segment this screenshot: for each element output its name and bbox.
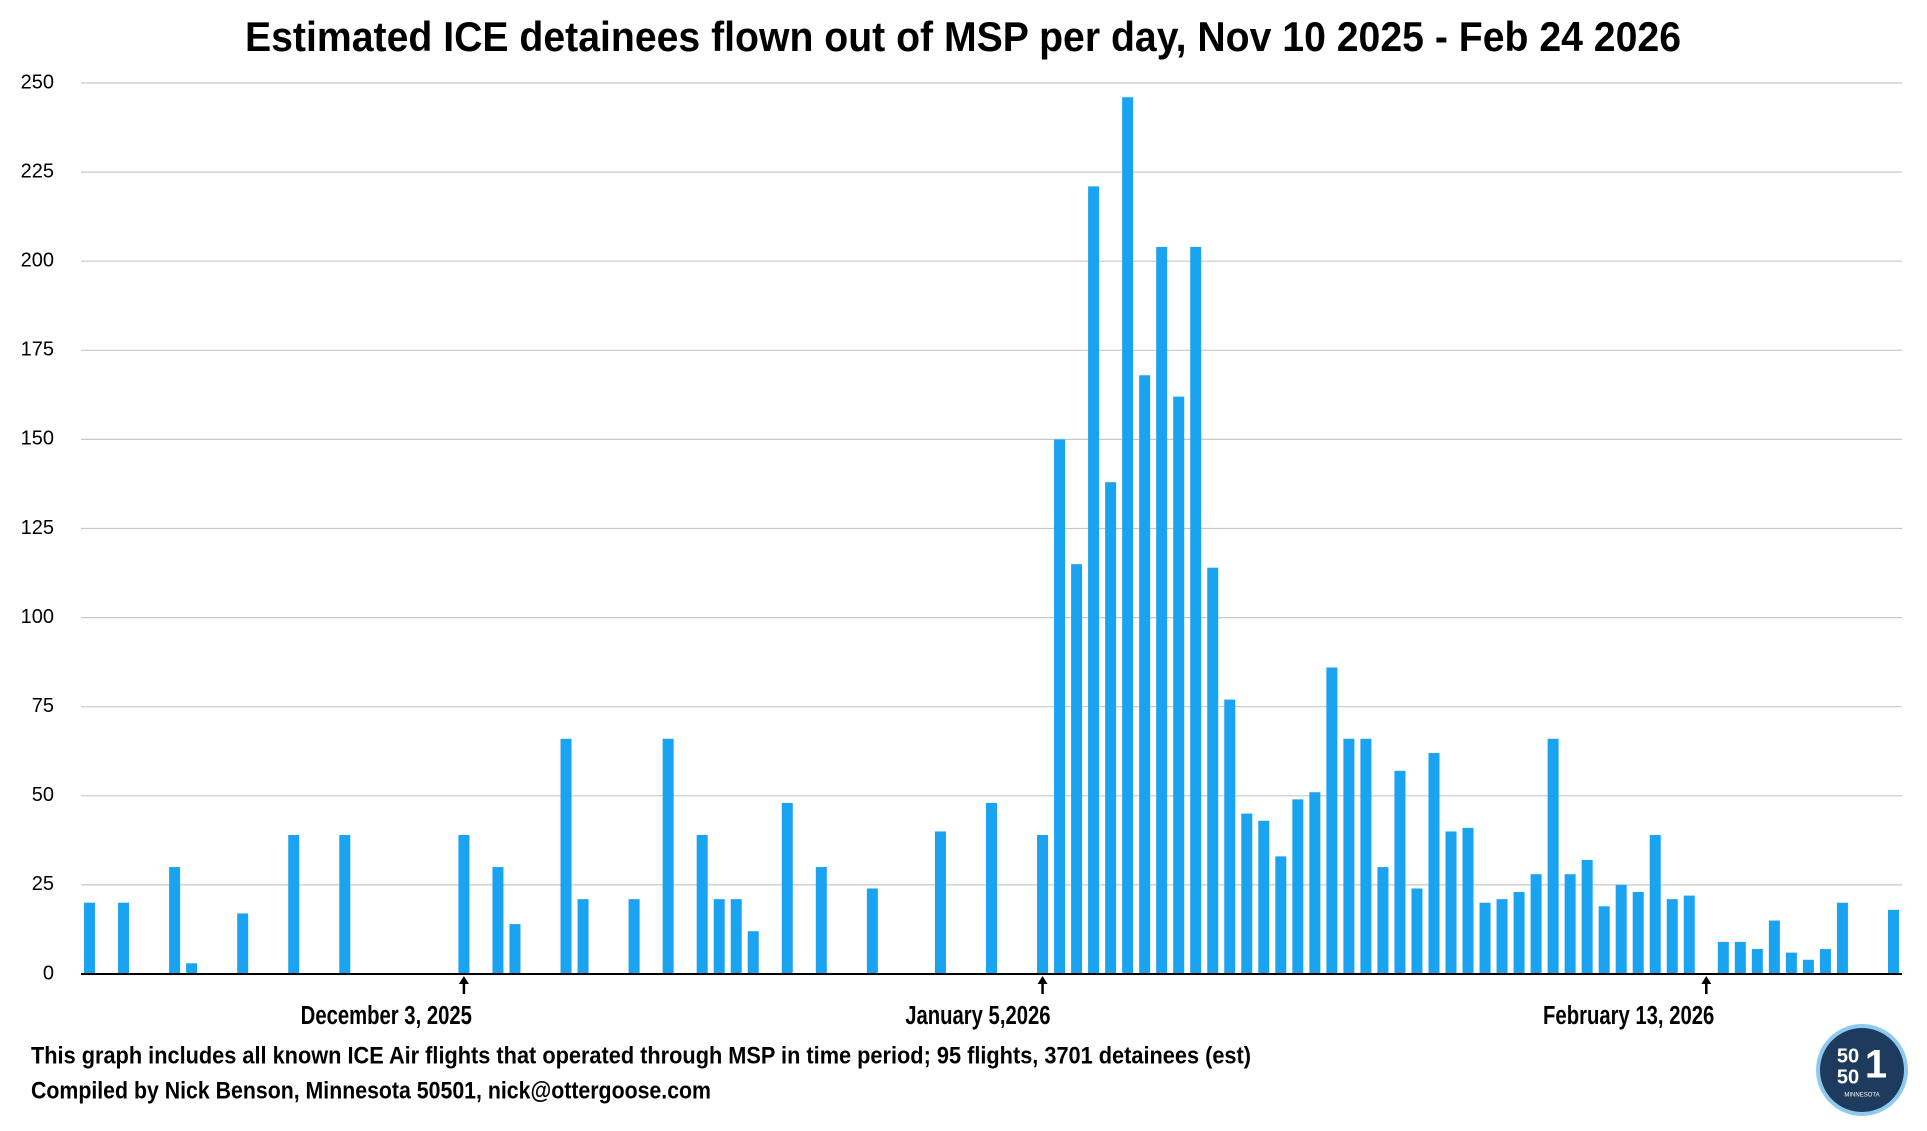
logo-text: MINNESOTA <box>1844 1093 1879 1099</box>
logo-text: 50 <box>1837 1066 1859 1088</box>
bar <box>237 913 249 974</box>
bar <box>1411 888 1423 974</box>
bar <box>1071 564 1083 974</box>
bar <box>986 802 997 974</box>
bar <box>1190 246 1202 975</box>
y-tick-label: 200 <box>21 249 54 271</box>
bar <box>1054 439 1066 974</box>
bar <box>662 738 674 974</box>
bar <box>1088 186 1100 974</box>
bar <box>458 835 470 974</box>
bar <box>1530 874 1542 974</box>
bar <box>1445 831 1457 974</box>
bar <box>628 899 640 974</box>
bar <box>1258 820 1270 974</box>
bar <box>1105 482 1117 974</box>
logo-text: 50 <box>1837 1045 1859 1067</box>
bar <box>492 867 504 974</box>
bar <box>1275 856 1287 974</box>
bar <box>186 963 198 974</box>
y-tick-label: 225 <box>21 160 54 182</box>
bar <box>1768 920 1780 974</box>
x-tick-label: January 5,2026 <box>905 1000 1050 1029</box>
bar <box>288 835 300 974</box>
bar <box>339 835 351 974</box>
bar <box>560 738 572 974</box>
bar <box>1683 895 1695 974</box>
chart-title: Estimated ICE detainees flown out of MSP… <box>245 13 1681 60</box>
bar <box>1343 738 1355 974</box>
y-tick-label: 75 <box>32 695 54 717</box>
y-tick-label: 125 <box>21 517 54 539</box>
bar <box>1326 667 1338 974</box>
bar <box>1785 952 1797 974</box>
bar <box>934 831 946 974</box>
x-tick-label: December 3, 2025 <box>301 1000 472 1029</box>
bar <box>1734 941 1746 974</box>
bar <box>1479 902 1491 974</box>
logo: 50 50 1 MINNESOTA <box>1816 1024 1908 1116</box>
bar <box>1819 949 1831 974</box>
bar <box>1632 892 1644 974</box>
bar <box>1649 835 1661 974</box>
bar <box>1156 246 1168 975</box>
y-tick-label: 100 <box>21 606 54 628</box>
y-tick-label: 25 <box>32 873 54 895</box>
y-tick-label: 175 <box>21 339 54 361</box>
arrow-head <box>458 976 469 984</box>
bar <box>1139 375 1151 974</box>
bar <box>169 867 181 974</box>
bar <box>1377 867 1389 974</box>
bar <box>1836 902 1848 974</box>
bar <box>1496 899 1508 974</box>
bar <box>1666 899 1678 974</box>
arrow-head <box>1701 976 1712 984</box>
bar <box>1207 567 1219 974</box>
bar <box>1802 959 1814 974</box>
bar <box>84 902 96 974</box>
bar <box>1615 884 1627 974</box>
bar <box>747 931 759 974</box>
bar <box>1037 835 1049 974</box>
note: Compiled by Nick Benson, Minnesota 50501… <box>31 1077 711 1104</box>
bar <box>1717 941 1729 974</box>
bar <box>509 924 521 974</box>
y-tick-label: 250 <box>21 71 54 93</box>
bar <box>1547 738 1559 974</box>
bar <box>1513 892 1525 974</box>
bar <box>713 899 725 974</box>
bar <box>730 899 742 974</box>
arrow-head <box>1037 976 1048 984</box>
bar <box>781 802 793 974</box>
bar <box>1173 396 1185 975</box>
bar <box>1598 906 1610 974</box>
x-tick-label: February 13, 2026 <box>1543 1000 1714 1029</box>
bar <box>1581 859 1593 974</box>
bar <box>1360 738 1372 974</box>
bar <box>1887 909 1899 974</box>
bar <box>1564 874 1576 974</box>
bar <box>866 888 878 974</box>
bar <box>1428 753 1440 974</box>
bar <box>1224 699 1236 974</box>
bar <box>1462 827 1474 974</box>
bar <box>1292 799 1304 974</box>
bar <box>1122 97 1134 975</box>
bar <box>1309 792 1321 974</box>
bar <box>815 867 827 974</box>
bar <box>1241 813 1253 974</box>
note: This graph includes all known ICE Air fl… <box>31 1042 1251 1069</box>
bar <box>118 902 130 974</box>
logo-circle <box>1816 1024 1908 1116</box>
bar <box>577 899 589 974</box>
bar <box>1394 770 1406 974</box>
bar <box>696 835 708 974</box>
y-tick-label: 50 <box>32 784 54 806</box>
y-tick-label: 0 <box>43 962 54 984</box>
bar <box>1751 949 1763 974</box>
logo-text: 1 <box>1865 1043 1887 1087</box>
y-tick-label: 150 <box>21 428 54 450</box>
